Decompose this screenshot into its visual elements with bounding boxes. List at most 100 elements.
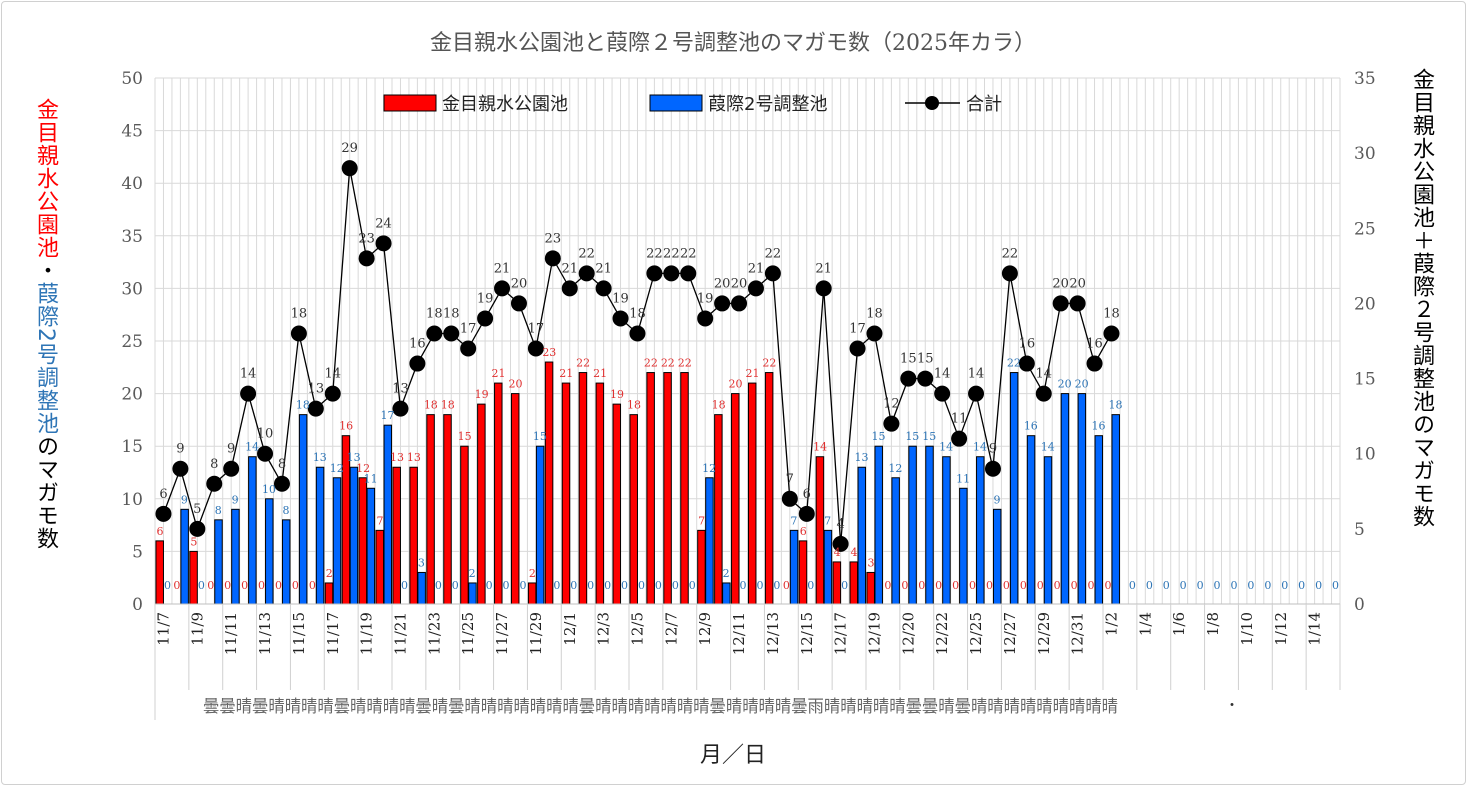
- data-label-kaneme: 0: [224, 579, 231, 592]
- y-left-tick-label: 10: [121, 490, 143, 510]
- bar-yoshigiwa: [925, 445, 934, 605]
- data-label-yoshigiwa: 17: [381, 409, 395, 422]
- data-label-yoshigiwa: 0: [756, 579, 763, 592]
- total-marker: [544, 250, 561, 267]
- data-label-total: 9: [989, 442, 997, 457]
- data-label-total: 15: [900, 352, 917, 367]
- data-label-total: 18: [1103, 306, 1120, 321]
- total-marker: [612, 310, 629, 327]
- total-marker: [409, 355, 426, 372]
- bar-yoshigiwa: [942, 456, 951, 605]
- bar-kaneme: [866, 571, 875, 605]
- total-marker: [273, 475, 290, 492]
- data-label-total: 14: [240, 367, 257, 382]
- data-label-kaneme: 23: [542, 346, 556, 359]
- total-marker: [747, 280, 764, 297]
- total-marker: [426, 325, 443, 342]
- data-label-total: 19: [612, 291, 629, 306]
- bar-kaneme: [629, 414, 638, 605]
- data-label-kaneme: 0: [1088, 579, 1095, 592]
- data-label-yoshigiwa: 2: [469, 567, 476, 580]
- y-left-tick-label: 20: [121, 385, 143, 405]
- data-label-kaneme: 0: [275, 579, 282, 592]
- bar-kaneme: [561, 382, 571, 605]
- data-label-kaneme: 0: [292, 579, 299, 592]
- data-label-kaneme: 0: [918, 579, 925, 592]
- y-right-tick-label: 10: [1354, 445, 1376, 465]
- x-tick-label: 12/11: [730, 612, 748, 655]
- data-label-yoshigiwa: 9: [232, 493, 239, 506]
- total-marker: [510, 295, 527, 312]
- y-left-tick-label: 45: [121, 122, 143, 142]
- data-label-yoshigiwa: 0: [1281, 579, 1288, 592]
- x-tick-label: 1/14: [1306, 612, 1324, 646]
- data-label-total: 16: [1019, 337, 1036, 352]
- data-label-kaneme: 12: [356, 462, 370, 475]
- data-label-yoshigiwa: 3: [418, 556, 425, 569]
- data-label-kaneme: 19: [610, 388, 624, 401]
- total-marker: [1001, 265, 1018, 282]
- data-label-total: 22: [680, 246, 697, 261]
- data-label-yoshigiwa: 12: [702, 462, 716, 475]
- x-tick-label: 12/9: [696, 612, 714, 646]
- data-label-kaneme: 16: [339, 420, 353, 433]
- bar-yoshigiwa: [976, 456, 985, 605]
- bar-yoshigiwa: [332, 477, 342, 605]
- y-left-tick-label: 50: [121, 69, 143, 89]
- data-label-yoshigiwa: 0: [604, 579, 611, 592]
- data-label-yoshigiwa: 2: [723, 567, 730, 580]
- data-label-total: 10: [257, 427, 274, 442]
- data-label-total: 9: [176, 442, 184, 457]
- bar-yoshigiwa: [366, 487, 376, 605]
- y-left-title-sep: ・: [33, 259, 58, 282]
- data-label-total: 21: [815, 261, 832, 276]
- y-left-tick-label: 30: [121, 279, 143, 299]
- data-label-yoshigiwa: 0: [452, 579, 459, 592]
- data-label-total: 14: [968, 367, 985, 382]
- total-marker: [155, 505, 172, 522]
- data-label-total: 18: [426, 306, 443, 321]
- data-label-total: 22: [1002, 246, 1019, 261]
- data-label-yoshigiwa: 20: [1058, 378, 1072, 391]
- data-label-yoshigiwa: 12: [330, 462, 344, 475]
- data-label-total: 8: [278, 457, 286, 472]
- data-label-total: 5: [193, 502, 201, 517]
- data-label-kaneme: 18: [441, 399, 455, 412]
- data-label-total: 29: [341, 141, 358, 156]
- bar-yoshigiwa: [857, 466, 867, 605]
- data-label-yoshigiwa: 0: [689, 579, 696, 592]
- data-label-yoshigiwa: 22: [1007, 357, 1021, 370]
- total-marker: [951, 430, 968, 447]
- data-label-yoshigiwa: 0: [655, 579, 662, 592]
- total-marker: [883, 415, 900, 432]
- total-marker: [561, 280, 578, 297]
- legend-swatch-blue: [649, 94, 703, 112]
- data-label-yoshigiwa: 18: [296, 399, 310, 412]
- x-tick-label: 1/8: [1204, 612, 1222, 636]
- data-label-kaneme: 22: [678, 357, 692, 370]
- y-right-tick-label: 35: [1354, 69, 1376, 89]
- x-tick-label: 11/11: [222, 612, 240, 655]
- bar-yoshigiwa: [1009, 372, 1019, 605]
- data-label-yoshigiwa: 14: [1041, 441, 1055, 454]
- total-line: [155, 160, 1120, 552]
- data-label-yoshigiwa: 0: [740, 579, 747, 592]
- bar-kaneme: [764, 372, 774, 605]
- legend-label-yoshigiwa: 葭際2号調整池: [708, 94, 827, 115]
- x-tick-label: 11/9: [188, 612, 206, 646]
- legend-swatch-red: [383, 94, 437, 112]
- bar-yoshigiwa: [468, 582, 477, 605]
- bar-yoshigiwa: [1077, 393, 1087, 605]
- data-label-yoshigiwa: 0: [1315, 579, 1322, 592]
- data-label-total: 13: [392, 382, 409, 397]
- data-label-total: 21: [561, 261, 578, 276]
- data-label-yoshigiwa: 9: [993, 493, 1000, 506]
- data-label-total: 7: [786, 472, 794, 487]
- total-marker: [223, 460, 240, 477]
- data-label-kaneme: 22: [644, 357, 658, 370]
- y-right-tick-label: 30: [1354, 144, 1376, 164]
- data-label-yoshigiwa: 15: [905, 430, 919, 443]
- bar-yoshigiwa: [959, 487, 968, 605]
- legend: 金目親水公園池 葭際2号調整池 合計: [383, 94, 1002, 115]
- data-label-kaneme: 0: [901, 579, 908, 592]
